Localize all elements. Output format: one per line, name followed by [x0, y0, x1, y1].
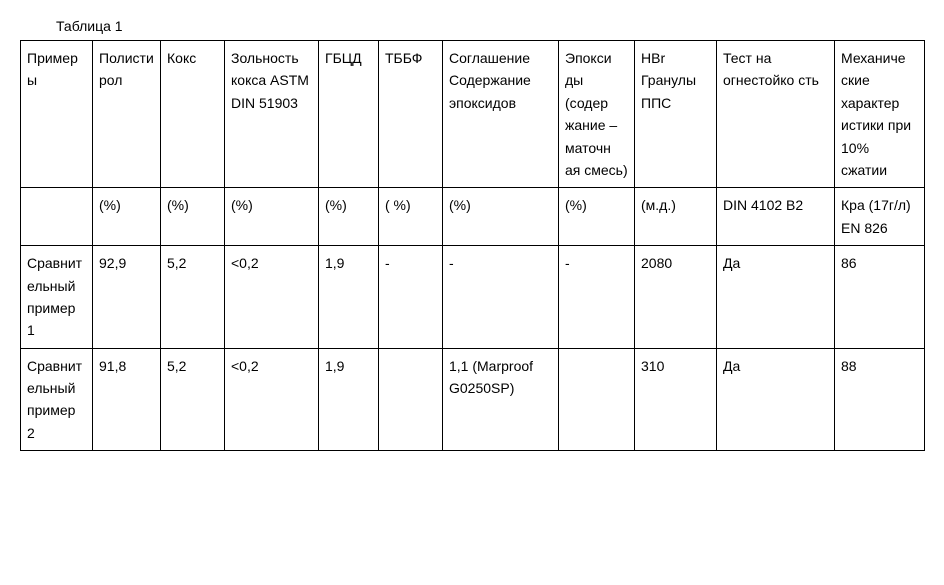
- table-row: Сравнит ельный пример 2 91,8 5,2 <0,2 1,…: [21, 348, 925, 451]
- cell: 1,9: [319, 246, 379, 349]
- units-cell: (м.д.): [635, 188, 717, 246]
- col-header: Зольность кокса ASTM DIN 51903: [225, 41, 319, 188]
- cell: <0,2: [225, 348, 319, 451]
- col-header: Примеры: [21, 41, 93, 188]
- table-units-row: (%) (%) (%) (%) ( %) (%) (%) (м.д.) DIN …: [21, 188, 925, 246]
- units-cell: ( %): [379, 188, 443, 246]
- row-label: Сравнит ельный пример 2: [21, 348, 93, 451]
- units-cell: Кра (17г/л) EN 826: [835, 188, 925, 246]
- cell: 310: [635, 348, 717, 451]
- cell: 5,2: [161, 348, 225, 451]
- col-header: Эпокси ды (содер жание – маточн ая смесь…: [559, 41, 635, 188]
- cell: Да: [717, 246, 835, 349]
- col-header: ТББФ: [379, 41, 443, 188]
- units-cell: [21, 188, 93, 246]
- units-cell: (%): [161, 188, 225, 246]
- units-cell: (%): [225, 188, 319, 246]
- cell: 86: [835, 246, 925, 349]
- cell: Да: [717, 348, 835, 451]
- row-label: Сравнит ельный пример 1: [21, 246, 93, 349]
- units-cell: (%): [93, 188, 161, 246]
- cell: 2080: [635, 246, 717, 349]
- cell: <0,2: [225, 246, 319, 349]
- col-header: Механиче ские характер истики при 10% сж…: [835, 41, 925, 188]
- col-header: Кокс: [161, 41, 225, 188]
- cell: 91,8: [93, 348, 161, 451]
- table-row: Сравнит ельный пример 1 92,9 5,2 <0,2 1,…: [21, 246, 925, 349]
- col-header: Полисти рол: [93, 41, 161, 188]
- cell: 5,2: [161, 246, 225, 349]
- cell: 1,9: [319, 348, 379, 451]
- cell: 92,9: [93, 246, 161, 349]
- cell: [559, 348, 635, 451]
- col-header: ГБЦД: [319, 41, 379, 188]
- cell: [379, 348, 443, 451]
- col-header: Соглашение Содержание эпоксидов: [443, 41, 559, 188]
- cell: -: [443, 246, 559, 349]
- cell: 88: [835, 348, 925, 451]
- units-cell: (%): [559, 188, 635, 246]
- data-table: Примеры Полисти рол Кокс Зольность кокса…: [20, 40, 925, 451]
- cell: 1,1 (Marproof G0250SP): [443, 348, 559, 451]
- cell: -: [559, 246, 635, 349]
- cell: -: [379, 246, 443, 349]
- col-header: Тест на огнестойко сть: [717, 41, 835, 188]
- units-cell: DIN 4102 B2: [717, 188, 835, 246]
- table-caption: Таблица 1: [56, 18, 924, 34]
- units-cell: (%): [443, 188, 559, 246]
- units-cell: (%): [319, 188, 379, 246]
- col-header: HBr Гранулы ППС: [635, 41, 717, 188]
- table-header-row: Примеры Полисти рол Кокс Зольность кокса…: [21, 41, 925, 188]
